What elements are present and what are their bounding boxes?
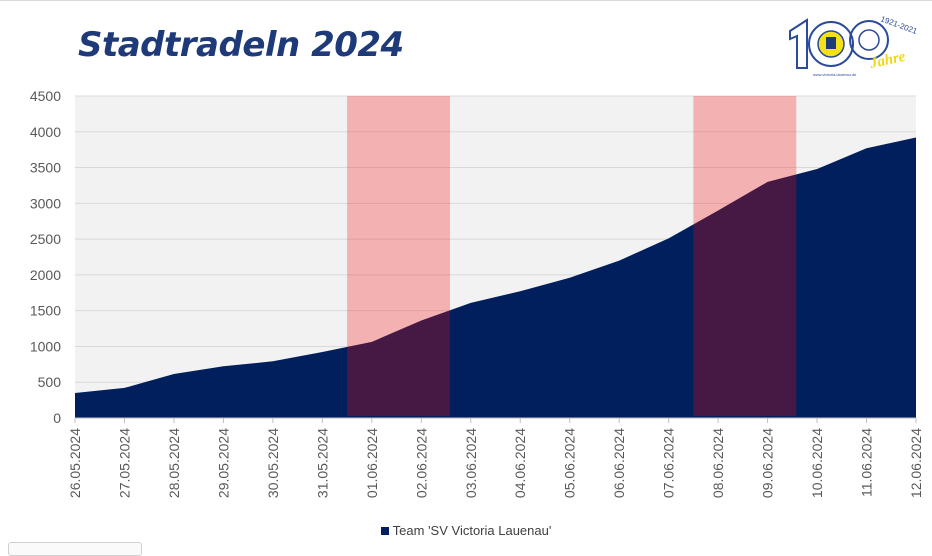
x-tick-label: 10.06.2024 xyxy=(809,428,825,498)
x-tick-label: 28.05.2024 xyxy=(166,428,182,498)
x-tick-label: 08.06.2024 xyxy=(710,428,726,498)
y-tick-label: 1000 xyxy=(30,338,61,354)
x-tick-label: 03.06.2024 xyxy=(463,428,479,498)
x-tick-label: 06.06.2024 xyxy=(611,428,627,498)
y-tick-label: 0 xyxy=(53,410,61,426)
x-tick-label: 02.06.2024 xyxy=(413,428,429,498)
x-tick-label: 11.06.2024 xyxy=(859,428,875,497)
legend-label: Team 'SV Victoria Lauenau' xyxy=(393,523,552,538)
x-tick-label: 04.06.2024 xyxy=(512,428,528,498)
x-tick-label: 31.05.2024 xyxy=(314,428,330,498)
sheet-tab[interactable] xyxy=(8,542,142,556)
x-tick-label: 09.06.2024 xyxy=(760,428,776,498)
legend-swatch xyxy=(381,527,389,535)
x-tick-label: 12.06.2024 xyxy=(908,428,924,498)
x-tick-label: 30.05.2024 xyxy=(265,428,281,498)
y-tick-label: 500 xyxy=(38,374,62,390)
x-tick-label: 01.06.2024 xyxy=(364,428,380,498)
y-tick-label: 1500 xyxy=(30,303,61,319)
x-tick-label: 07.06.2024 xyxy=(661,428,677,498)
legend: Team 'SV Victoria Lauenau' xyxy=(0,523,932,538)
y-tick-label: 4500 xyxy=(30,88,61,104)
x-tick-label: 29.05.2024 xyxy=(215,428,231,498)
y-tick-label: 3000 xyxy=(30,195,61,211)
y-tick-label: 4000 xyxy=(30,124,61,140)
highlight-band xyxy=(693,96,796,416)
x-tick-label: 27.05.2024 xyxy=(116,428,132,498)
x-tick-label: 26.05.2024 xyxy=(67,428,83,498)
y-tick-label: 2000 xyxy=(30,267,61,283)
x-tick-label: 05.06.2024 xyxy=(562,428,578,498)
y-tick-label: 3500 xyxy=(30,160,61,176)
y-tick-label: 2500 xyxy=(30,231,61,247)
highlight-band xyxy=(347,96,450,416)
